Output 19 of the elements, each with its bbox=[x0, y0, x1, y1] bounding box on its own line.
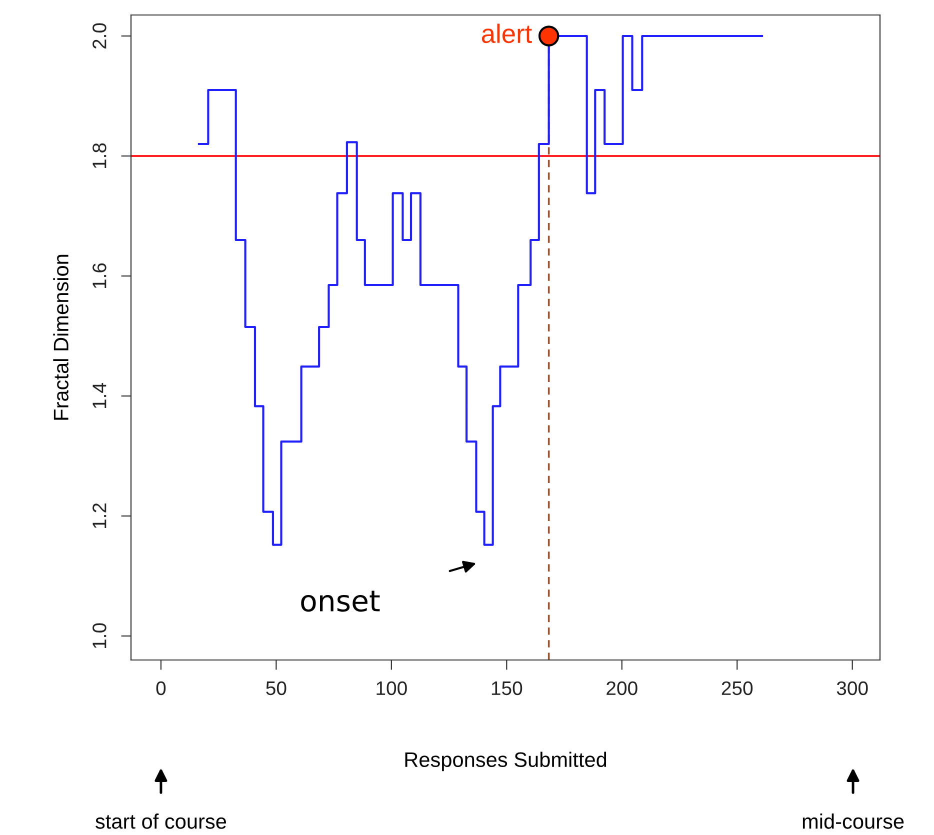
y-tick-label: 1.2 bbox=[92, 503, 106, 528]
annotation: onset bbox=[301, 590, 380, 612]
x-tick-label: 50 bbox=[266, 681, 286, 696]
x-tick-label: 200 bbox=[606, 681, 638, 696]
x-axis-title: Responses Submitted bbox=[405, 752, 606, 772]
annotation: alert bbox=[482, 24, 532, 44]
y-tick-label: 1.0 bbox=[92, 623, 106, 648]
text: mid-course bbox=[802, 814, 904, 829]
y-tick-label: 1.8 bbox=[92, 143, 106, 168]
x-tick-label: 100 bbox=[376, 681, 407, 696]
y-tick-label: 2.0 bbox=[92, 23, 106, 49]
y-tick-label: 1.6 bbox=[92, 263, 106, 288]
x-tick-label: 0 bbox=[156, 681, 166, 696]
x-tick-label: 150 bbox=[492, 681, 522, 696]
y-axis-title: Fractal Dimension bbox=[53, 254, 68, 420]
x-tick-label: 250 bbox=[722, 681, 753, 696]
text: start of course bbox=[96, 814, 226, 829]
y-tick-label: 1.4 bbox=[92, 383, 106, 408]
x-tick-label: 300 bbox=[836, 681, 868, 696]
